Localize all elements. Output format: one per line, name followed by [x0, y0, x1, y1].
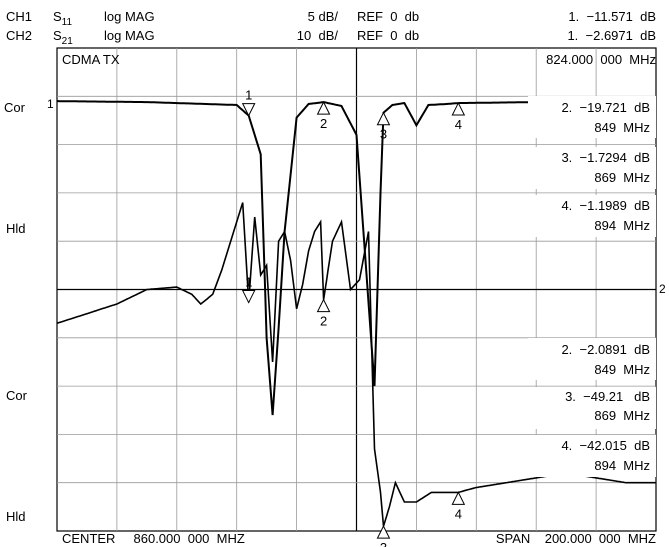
ch1-marker-3: 3 — [376, 111, 391, 142]
ch2-format: log MAG — [104, 28, 155, 43]
ch1-readout-4-value: 4. −1.1989 dB — [561, 198, 650, 213]
marker-triangle-icon — [451, 101, 466, 116]
marker-number: 4 — [455, 117, 462, 132]
span-frequency: SPAN 200.000 000 MHZ — [496, 531, 656, 546]
ch2-marker-readout: 1. −2.6971 dB — [567, 28, 656, 43]
ch2-readouts: 2. −2.0891 dB 849 MHz 3. −49.21 dB 869 M… — [528, 338, 656, 477]
ch2-ref: REF 0 db — [357, 28, 419, 43]
marker-triangle-icon — [241, 103, 256, 117]
ch1-readout-2-value: 2. −19.721 dB — [561, 100, 650, 115]
ch2-readout-3-freq: 869 MHz — [594, 408, 650, 423]
marker-number: 4 — [455, 506, 462, 521]
ch1-marker-2: 2 — [316, 100, 331, 131]
ch1-readout-3-freq: 869 MHz — [594, 170, 650, 185]
left-label-cor-bottom: Cor — [6, 388, 28, 403]
marker-triangle-icon — [241, 290, 256, 304]
marker-triangle-icon — [316, 298, 331, 313]
ch2-readout-2-value: 2. −2.0891 dB — [561, 342, 650, 357]
ch1-readouts: 2. −19.721 dB 849 MHz 3. −1.7294 dB 869 … — [528, 96, 656, 237]
marker-number: 2 — [320, 314, 327, 329]
ch1-marker-readout: 1. −11.571 dB — [568, 9, 656, 24]
left-label-cor-top: Cor — [4, 100, 26, 115]
ch1-readout-2-freq: 849 MHz — [594, 120, 650, 135]
ch2-marker-2: 2 — [316, 298, 331, 329]
left-label-hld-top: Hld — [6, 221, 26, 236]
marker-number: 1 — [245, 88, 252, 103]
marker-number: 2 — [320, 116, 327, 131]
ch2-readout-2-freq: 849 MHz — [594, 362, 650, 377]
ch1-param: S11 — [53, 9, 72, 28]
ch2-reference-mark: 2 — [659, 282, 666, 296]
marker-number: 1 — [245, 275, 252, 290]
ch2-readout-3-value: 3. −49.21 dB — [565, 389, 650, 404]
ch1-scale: 5 dB/ — [308, 9, 339, 24]
marker-triangle-icon — [376, 111, 391, 126]
ch1-readout-3-value: 3. −1.7294 dB — [561, 150, 650, 165]
ch1-marker-4: 4 — [451, 101, 466, 132]
center-frequency: CENTER 860.000 000 MHZ — [62, 531, 245, 546]
marker-triangle-icon — [451, 491, 466, 505]
marker-triangle-icon — [376, 525, 391, 539]
ch2-param: S21 — [53, 28, 73, 47]
ch1-marker-1: 1 — [241, 88, 256, 117]
ch1-readout-4-freq: 894 MHz — [594, 218, 650, 233]
ch2-readout-4-freq: 894 MHz — [594, 458, 650, 473]
marker-number: 3 — [380, 127, 387, 142]
start-frequency: 824.000 000 MHz — [546, 52, 656, 67]
ch1-format: log MAG — [104, 9, 155, 24]
ch2-marker-1: 1 — [241, 275, 256, 304]
ch2-label: CH2 — [6, 28, 32, 43]
marker-number: 3 — [380, 540, 387, 547]
ch1-ref: REF 0 db — [357, 9, 419, 24]
top-label: CDMA TX — [62, 52, 120, 67]
ch2-marker-3: 3 — [376, 525, 391, 547]
ch2-marker-4: 4 — [451, 491, 466, 521]
ch2-readout-4-value: 4. −42.015 dB — [561, 438, 650, 453]
marker-layer: 1 2 3 4 1 2 3 4 — [241, 88, 466, 547]
left-label-hld-bottom: Hld — [6, 509, 26, 524]
ch1-reference-mark: 1 — [47, 97, 54, 111]
marker-triangle-icon — [316, 100, 331, 115]
ch1-label: CH1 — [6, 9, 32, 24]
ch2-scale: 10 dB/ — [297, 28, 339, 43]
